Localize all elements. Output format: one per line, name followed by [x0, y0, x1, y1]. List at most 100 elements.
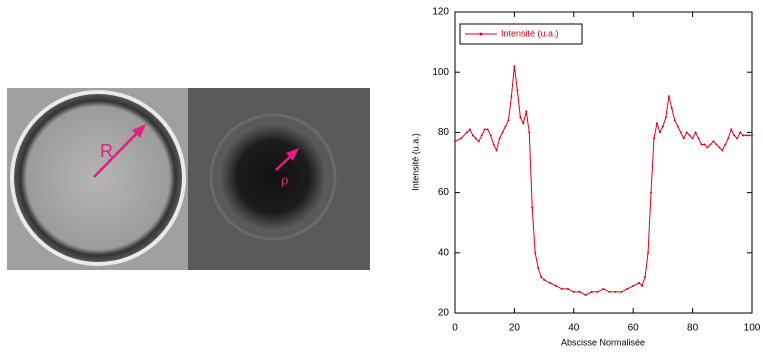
arrow-head [286, 148, 299, 161]
data-point [638, 281, 641, 284]
data-point [700, 143, 703, 146]
data-point [751, 134, 753, 137]
data-point [682, 137, 685, 140]
y-axis-label: Intensité (u.a.) [410, 133, 420, 191]
ring [209, 113, 337, 241]
arrow [93, 128, 142, 178]
y-tick-label: 40 [438, 247, 450, 258]
data-point [471, 134, 474, 137]
data-point [590, 290, 593, 293]
data-point [644, 275, 647, 278]
data-point [608, 290, 611, 293]
data-point [691, 137, 694, 140]
data-line [454, 66, 752, 296]
data-point [676, 125, 679, 128]
y-tick-label: 20 [438, 308, 450, 319]
data-point [742, 134, 745, 137]
arrow-head [132, 124, 146, 138]
data-point [602, 287, 605, 290]
data-point [459, 137, 462, 140]
data-point [652, 137, 655, 140]
x-axis-label: Abscisse Normalisée [561, 337, 645, 347]
data-point [474, 137, 477, 140]
x-tick-label: 0 [452, 323, 458, 334]
data-point [578, 290, 581, 293]
data-point [658, 131, 661, 134]
data-point [697, 137, 700, 140]
data-point [489, 134, 492, 137]
legend-marker [479, 32, 483, 36]
data-point [504, 125, 507, 128]
data-point [468, 128, 471, 131]
x-tick-label: 40 [568, 323, 580, 334]
data-point [647, 251, 650, 254]
data-point [519, 116, 522, 119]
data-point [736, 137, 739, 140]
data-point [540, 275, 543, 278]
x-tick-label: 60 [628, 323, 640, 334]
data-point [560, 287, 563, 290]
x-tick-label: 20 [509, 323, 521, 334]
core [221, 125, 325, 229]
data-point [495, 149, 498, 152]
data-point [655, 122, 658, 125]
data-point [480, 134, 483, 137]
data-point [724, 143, 727, 146]
data-point [513, 65, 516, 68]
data-point [679, 131, 682, 134]
data-point [703, 143, 706, 146]
legend-label: Intensité (u.a.) [501, 28, 559, 38]
data-point [486, 128, 489, 131]
data-point [534, 251, 537, 254]
data-point [727, 137, 730, 140]
data-point [537, 266, 540, 269]
data-point [454, 140, 456, 143]
data-point [626, 287, 629, 290]
data-point [525, 110, 528, 113]
data-point [507, 119, 510, 122]
data-point [531, 206, 534, 209]
y-tick-label: 80 [438, 127, 450, 138]
data-point [477, 140, 480, 143]
data-point [688, 134, 691, 137]
data-point [522, 122, 525, 125]
data-point [516, 89, 519, 92]
data-point [650, 191, 653, 194]
data-point [584, 293, 587, 296]
data-point [739, 131, 742, 134]
data-point [661, 125, 664, 128]
legend [459, 23, 583, 45]
data-point [498, 137, 501, 140]
data-point [572, 290, 575, 293]
data-point [670, 107, 673, 110]
data-point [492, 143, 495, 146]
data-point [706, 146, 709, 149]
radius-label: R [100, 141, 113, 161]
data-point [748, 134, 751, 137]
data-point [721, 149, 724, 152]
data-point [549, 281, 552, 284]
data-point [667, 95, 670, 98]
data-point [510, 95, 513, 98]
plot-frame [454, 11, 753, 314]
data-point [596, 290, 599, 293]
data-point [483, 128, 486, 131]
y-tick-label: 120 [432, 7, 449, 18]
data-point [694, 131, 697, 134]
data-point [673, 119, 676, 122]
data-point [566, 287, 569, 290]
data-point [715, 143, 718, 146]
data-point [733, 134, 736, 137]
data-point [745, 134, 748, 137]
data-point [712, 140, 715, 143]
micrographs: R ρ [7, 88, 370, 270]
data-point [641, 284, 644, 287]
data-point [501, 131, 504, 134]
data-point [685, 131, 688, 134]
data-point [528, 131, 531, 134]
data-point [718, 146, 721, 149]
y-tick-label: 100 [432, 67, 449, 78]
x-tick-label: 80 [687, 323, 699, 334]
data-point [614, 290, 617, 293]
